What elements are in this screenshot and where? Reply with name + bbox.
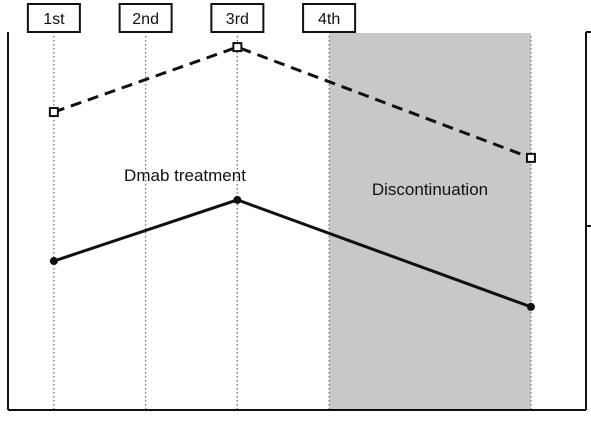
dashed-series-point (48, 107, 59, 118)
axes (7, 31, 591, 411)
treatment-label: Dmab treatment (124, 166, 246, 185)
timepoint-label: 1st (43, 11, 65, 28)
dashed-series-line (53, 45, 532, 160)
timepoint-label-box (118, 3, 173, 33)
discontinuation-label: Discontinuation (372, 180, 488, 199)
timepoint-label: 4th (318, 11, 340, 28)
discontinuation-region (329, 33, 531, 410)
timepoint-labels: 1st 2nd 3rd 4th (26, 3, 357, 33)
timepoint-label-box (26, 3, 81, 33)
timepoint-label: 3rd (226, 11, 249, 28)
dashed-series-point (232, 42, 243, 53)
dashed-series-point (525, 152, 536, 163)
timepoint-label-box (302, 3, 357, 33)
region-labels: Dmab treatment Discontinuation (124, 166, 488, 199)
solid-series-point (526, 302, 535, 311)
regions-layer (329, 33, 531, 410)
solid-series-point (49, 257, 58, 266)
solid-series-point (233, 195, 242, 204)
timepoint-label-box (210, 3, 265, 33)
series-markers (48, 42, 536, 311)
timepoint-label: 2nd (132, 11, 159, 28)
